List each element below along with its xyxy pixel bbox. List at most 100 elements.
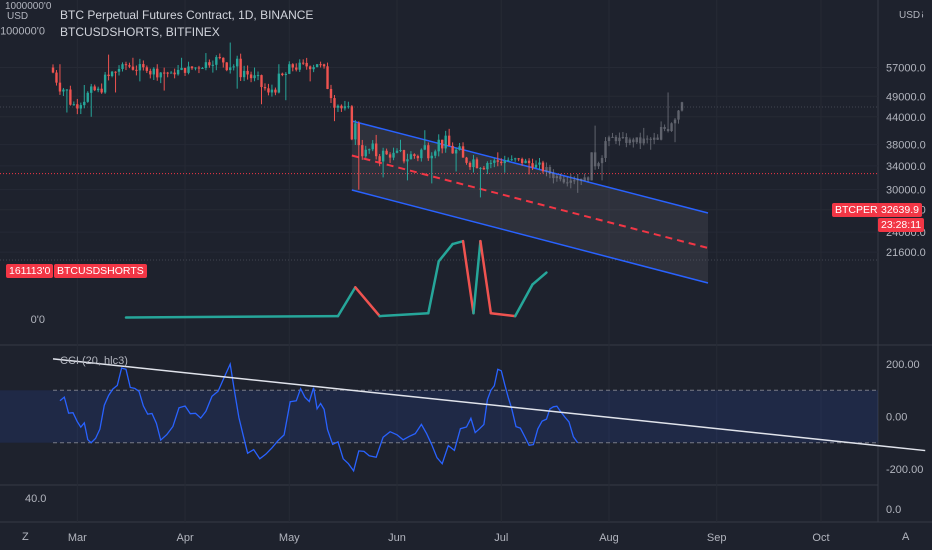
candle-body — [274, 89, 277, 93]
candle — [86, 91, 89, 103]
ghost-candle — [545, 162, 548, 177]
candle-body — [121, 64, 124, 69]
candle-body — [86, 92, 89, 102]
candle-body — [260, 75, 263, 88]
candle-body — [204, 62, 208, 68]
candle-body — [639, 137, 642, 144]
candle — [218, 53, 221, 60]
right-unit-label[interactable]: USD — [897, 10, 923, 21]
time-axis-label-jun: Jun — [388, 532, 406, 544]
candle — [357, 121, 360, 190]
shorts-line-segment — [513, 283, 534, 318]
candle — [253, 67, 256, 82]
candle-body — [604, 141, 607, 158]
ghost-candle — [597, 161, 600, 169]
corner-label-left[interactable]: Z — [22, 531, 29, 543]
candle — [302, 59, 305, 65]
candle — [204, 53, 208, 71]
candle — [354, 119, 357, 145]
candle — [96, 86, 100, 93]
ghost-candle — [586, 176, 590, 183]
candle — [76, 98, 79, 115]
candle-body — [110, 71, 114, 77]
candle — [211, 60, 215, 73]
candle-body — [194, 67, 197, 69]
candle — [482, 166, 486, 170]
candle-body — [281, 73, 284, 76]
candle-body — [149, 70, 152, 75]
shorts-line-segment — [437, 242, 454, 263]
candle-body — [114, 71, 117, 73]
candle-body — [468, 162, 472, 168]
ghost-candle — [618, 132, 621, 146]
candle — [72, 101, 76, 106]
shorts-line-segment — [531, 271, 548, 286]
candle — [312, 64, 315, 73]
ghost-candle — [652, 132, 656, 145]
candle — [229, 42, 232, 74]
ghost-candle — [621, 131, 625, 140]
candle-body — [263, 87, 267, 89]
candle-body — [597, 163, 600, 167]
candle-body — [270, 89, 274, 93]
candle-body — [573, 180, 576, 182]
candle — [246, 65, 249, 80]
candle-body — [76, 104, 79, 109]
candle-body — [677, 110, 680, 120]
candle-body — [541, 162, 545, 172]
candle-body — [190, 66, 194, 69]
candle-body — [409, 154, 413, 160]
candle — [149, 68, 152, 79]
candle-body — [374, 143, 378, 157]
candle-body — [156, 68, 159, 78]
candle-body — [680, 102, 684, 111]
left-top-partial: 1000000'0 — [5, 1, 52, 12]
candle-body — [472, 159, 475, 168]
ghost-candle — [573, 176, 576, 185]
candle — [232, 64, 235, 71]
ghost-candle — [555, 174, 559, 182]
candle-body — [475, 159, 479, 169]
candle — [176, 65, 180, 76]
candle — [340, 104, 343, 112]
candle — [534, 160, 538, 169]
candle-body — [253, 75, 256, 79]
candle — [427, 142, 430, 161]
candle — [114, 71, 117, 93]
time-axis-label-aug: Aug — [599, 532, 619, 544]
candle-body — [322, 64, 326, 67]
candle-body — [566, 182, 569, 184]
candle — [486, 161, 489, 175]
ghost-candle — [580, 178, 583, 185]
candle — [441, 139, 444, 154]
shorts-line-segment — [479, 239, 493, 315]
candle-body — [583, 177, 586, 181]
ghost-candle — [659, 121, 663, 141]
ghost-candle — [649, 137, 652, 150]
candle — [399, 139, 402, 153]
candle-body — [406, 159, 409, 162]
candle-body — [510, 159, 513, 161]
candle — [110, 70, 114, 78]
left-axis-tick-8: 100000'0 — [0, 26, 45, 38]
shorts-line-segment — [336, 286, 357, 318]
ghost-candle — [562, 176, 566, 184]
candle — [291, 63, 294, 72]
ghost-candle — [663, 124, 666, 132]
candle-body — [607, 137, 611, 142]
candle-body — [625, 137, 628, 143]
candle-body — [163, 72, 166, 74]
candle-body — [142, 64, 145, 68]
time-axis-label-apr: Apr — [176, 532, 193, 544]
candle — [520, 157, 524, 166]
candle — [121, 62, 124, 72]
corner-label-right[interactable]: A — [902, 531, 910, 543]
ghost-candle — [656, 134, 659, 140]
candle-body — [312, 67, 315, 70]
ghost-candle — [639, 132, 642, 150]
channel-upper-line — [351, 120, 709, 214]
candle — [378, 153, 381, 167]
candle-body — [378, 156, 381, 162]
candle — [434, 149, 437, 159]
